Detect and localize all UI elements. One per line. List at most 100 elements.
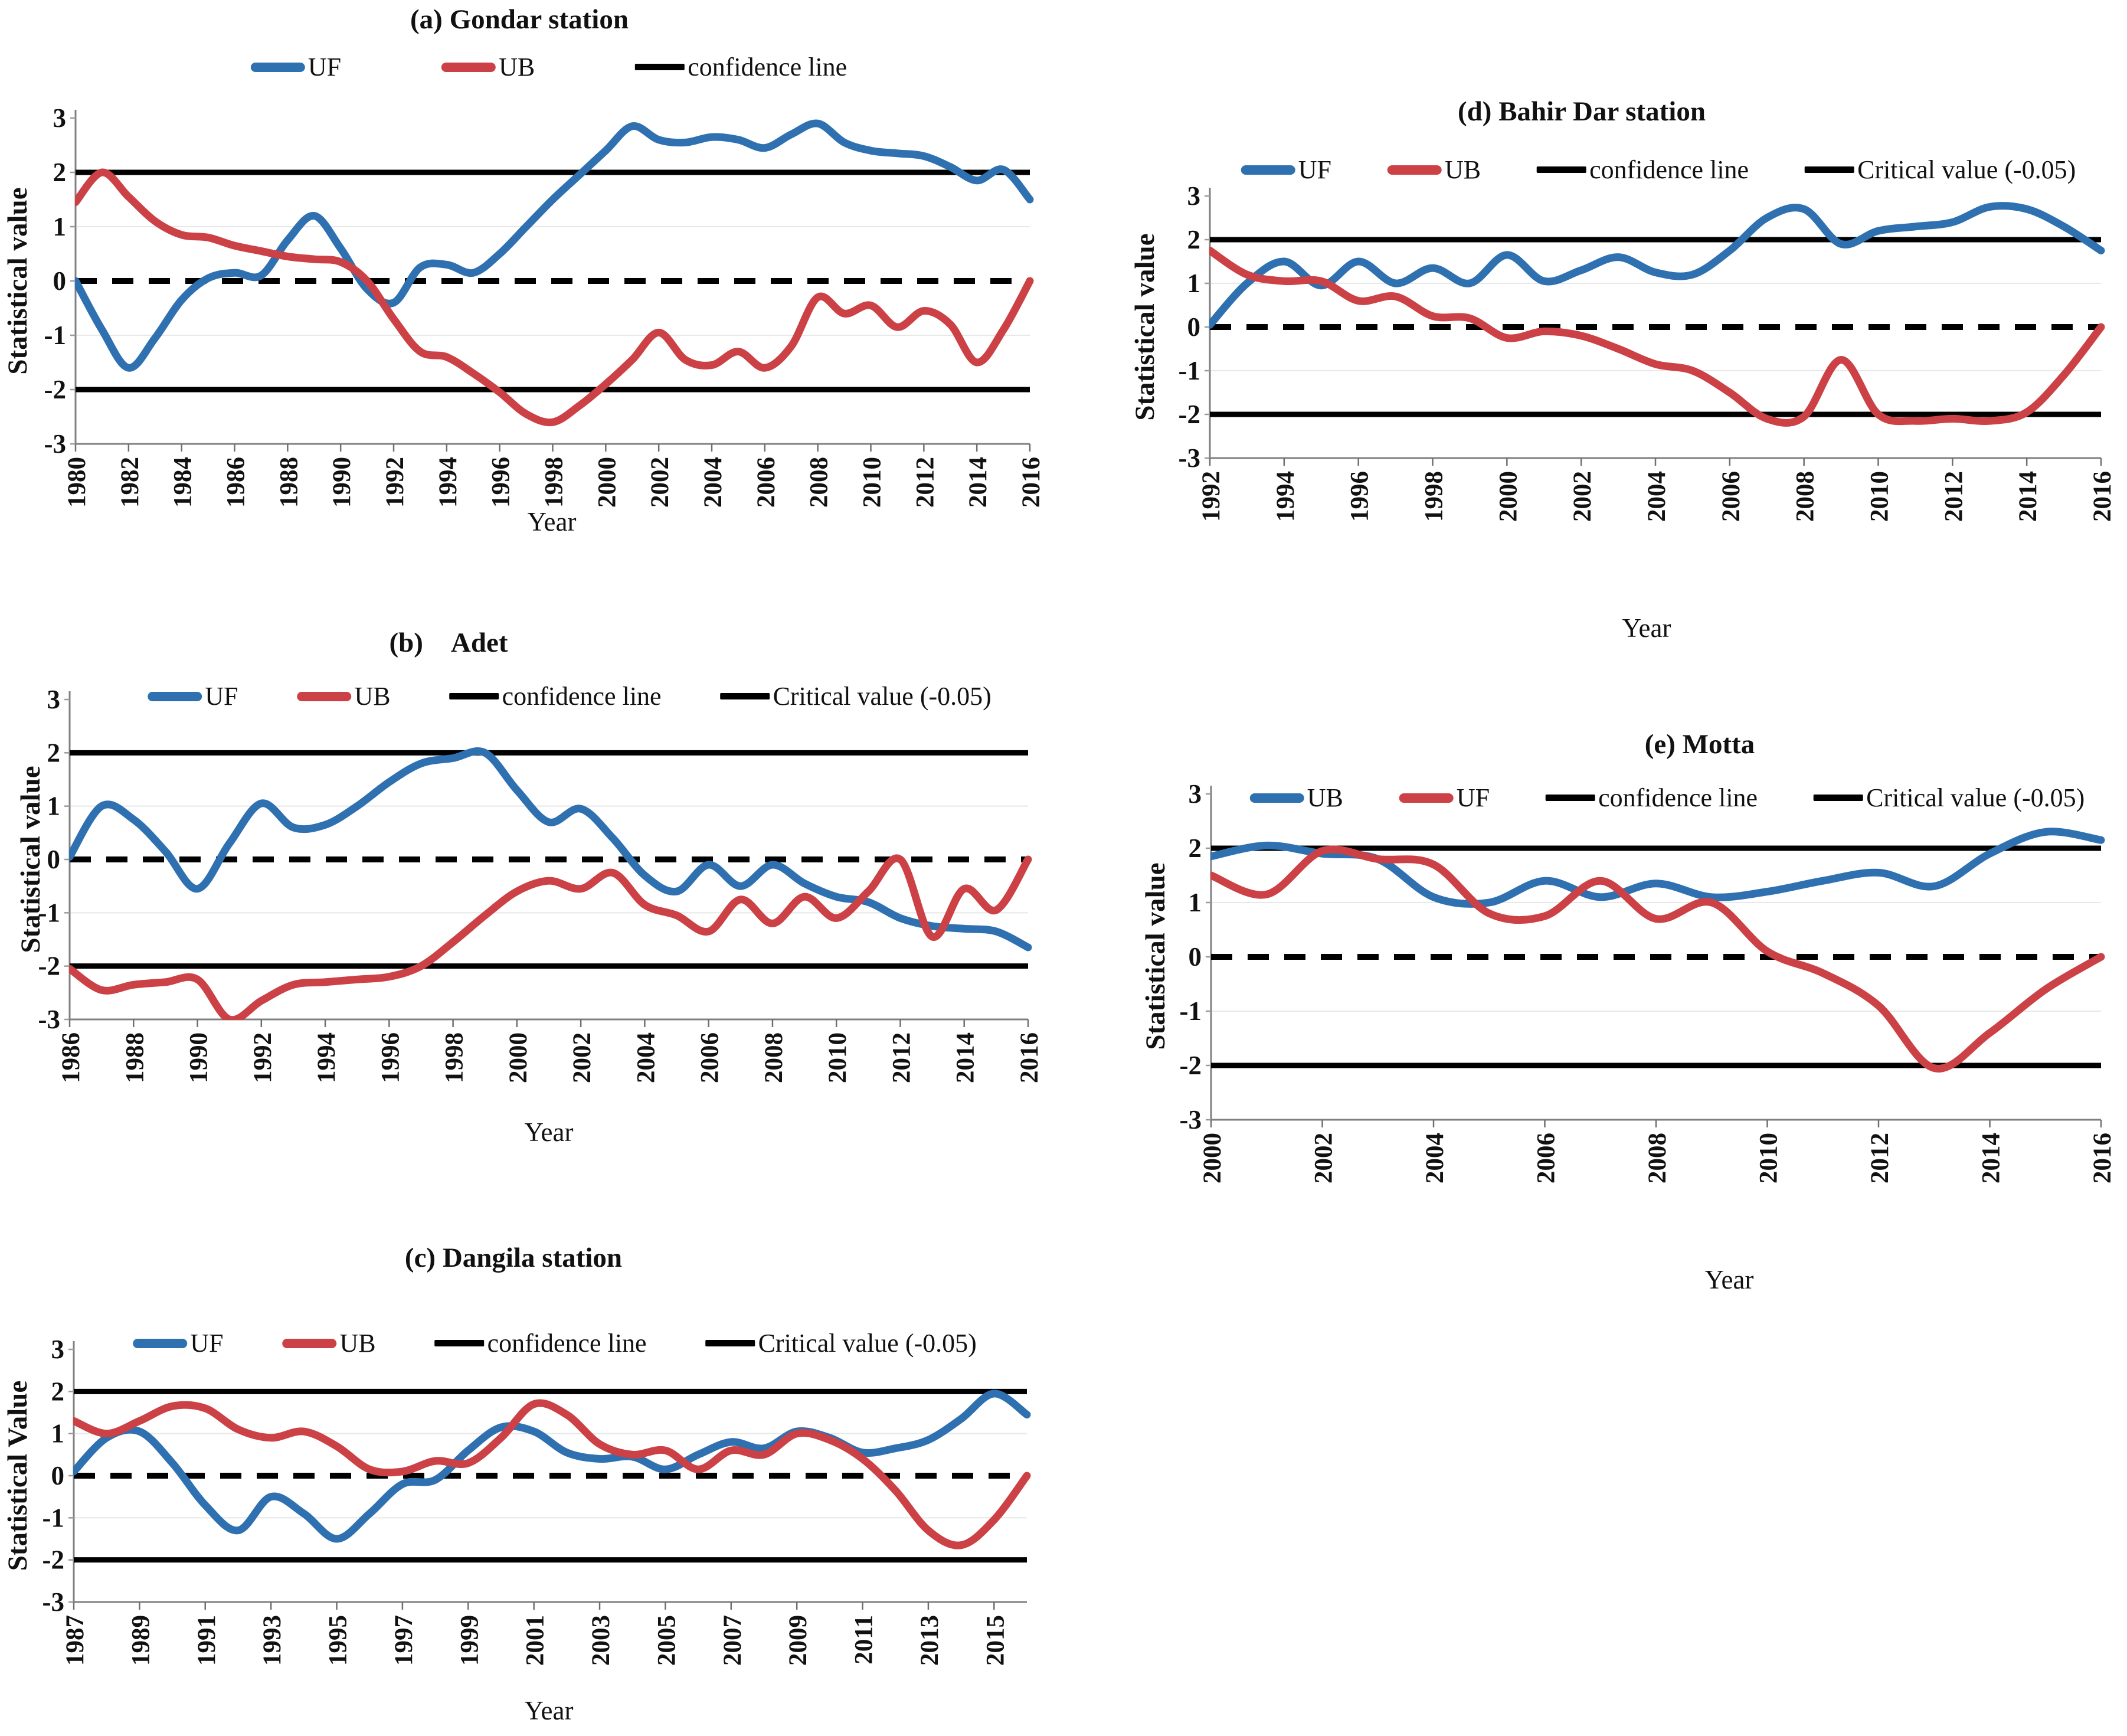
legend-label: Critical value (-0.05) [1866,783,2085,812]
x-tick-label: 2006 [1533,1133,1560,1184]
legend-item: Critical value (-0.05) [1805,155,2076,185]
y-tick-label: 2 [1187,225,1201,254]
legend-item: UB [297,681,391,711]
y-tick-label: 1 [1189,888,1202,917]
legend-label: UF [307,53,342,81]
legend-label: UB [1444,155,1481,184]
legend-swatch-critical-value-0-05- [705,1340,755,1346]
y-tick-label: -1 [42,1503,65,1532]
legend-item: UF [148,681,238,711]
x-tick-label: 2004 [1643,471,1671,522]
ub-line [69,854,1032,1020]
legend-label: UF [1298,155,1331,184]
y-tick-label: -3 [1180,1105,1202,1135]
x-tick-label: 2008 [1792,471,1820,522]
legend-label: confidence line [1589,155,1749,184]
x-tick-label: 1988 [121,1032,149,1083]
y-tick-label: 0 [1187,312,1201,342]
legend-item: UF [1241,155,1331,185]
legend-item: Critical value (-0.05) [705,1328,977,1358]
legend-label: Critical value (-0.05) [1857,155,2076,184]
x-tick-label: 1992 [381,457,409,508]
legend-swatch-critical-value-0-05- [1814,795,1864,801]
x-tick-label: 2008 [806,457,833,508]
x-tick-label: 2016 [1017,457,1045,508]
y-tick-label: 2 [1189,833,1202,863]
y-tick-label: -1 [1180,996,1202,1026]
x-tick-label: 2012 [888,1032,915,1083]
legend-swatch-ub [441,62,496,72]
x-tick-label: 1990 [185,1032,213,1083]
y-tick-label: -2 [44,375,67,404]
y-axis-label: Statistical value [15,766,46,953]
x-axis-label: Year [527,507,577,537]
x-tick-label: 2010 [824,1032,852,1083]
legend-swatch-uf [1399,793,1454,803]
uf-line [73,1390,1031,1543]
chart-title: (d) Bahir Dar station [1458,96,1706,127]
y-tick-label: 1 [53,212,67,241]
ub-line [1210,828,2105,908]
x-tick-label: 2010 [859,457,886,508]
legend-swatch-critical-value-0-05- [1805,166,1855,173]
x-tick-label: 2010 [1755,1133,1783,1184]
legend-item: Critical value (-0.05) [720,681,991,711]
x-tick-label: 2012 [1940,471,1968,522]
x-tick-label: 1996 [1346,471,1374,522]
legend: UF UB confidence line Critical value (-0.05… [1241,155,2076,185]
x-tick-label: 2014 [952,1032,980,1083]
legend-item: UB [1249,783,1343,813]
y-axis-label: Statistical Value [2,1380,33,1571]
uf-line [69,747,1032,952]
x-tick-label: 2006 [1717,471,1745,522]
x-tick-label: 1987 [61,1615,89,1666]
chart-title: (a) Gondar station [410,4,629,35]
legend-swatch-confidence-line [1537,166,1587,173]
y-tick-label: 2 [53,158,67,187]
x-tick-label: 1991 [193,1615,221,1666]
y-axis-label: Statistical value [2,187,33,375]
x-tick-label: 1992 [1197,471,1225,522]
legend-swatch-uf [133,1338,188,1348]
x-tick-label: 1998 [441,1032,469,1083]
y-tick-label: -2 [1180,1051,1202,1080]
y-tick-label: 3 [1189,779,1202,809]
x-tick-label: 1994 [313,1032,341,1083]
x-tick-label: 2009 [784,1615,812,1666]
legend-swatch-confidence-line [449,693,499,699]
x-tick-label: 1998 [1421,471,1448,522]
legend-label: confidence line [1598,783,1758,812]
x-tick-label: 2001 [522,1615,549,1666]
legend-swatch-ub [1249,793,1304,803]
legend-label: UF [1456,783,1490,812]
legend-label: UB [354,682,391,711]
y-tick-label: -1 [38,898,61,927]
legend-item: confidence line [1546,783,1758,813]
y-axis-label: Statistical value [1140,862,1171,1050]
x-tick-label: 2002 [1310,1133,1338,1184]
legend: UB UF confidence line Critical value (-0.05… [1249,783,2085,813]
y-tick-label: 3 [53,103,67,133]
legend-label: confidence line [688,53,847,81]
x-tick-label: 1996 [377,1032,404,1083]
y-axis-label: Statistical value [1130,233,1160,421]
y-tick-label: 1 [1187,269,1201,298]
x-tick-label: 2016 [2089,471,2116,522]
legend-label: UB [1307,783,1343,812]
x-tick-label: 2010 [1866,471,1894,522]
chart-title: (e) Motta [1644,729,1755,760]
x-tick-label: 1995 [325,1615,352,1666]
y-tick-label: 3 [1187,181,1201,211]
x-tick-label: 1988 [275,457,303,508]
y-tick-label: 3 [47,685,61,714]
x-tick-label: 2013 [916,1615,944,1666]
ub-line [75,168,1034,427]
x-tick-label: 1994 [434,457,462,508]
x-axis-label: Year [524,1696,574,1725]
legend-label: confidence line [502,682,662,711]
chart-gondar-station: (a) Gondar station UF UB confidence line 3… [0,0,1062,590]
